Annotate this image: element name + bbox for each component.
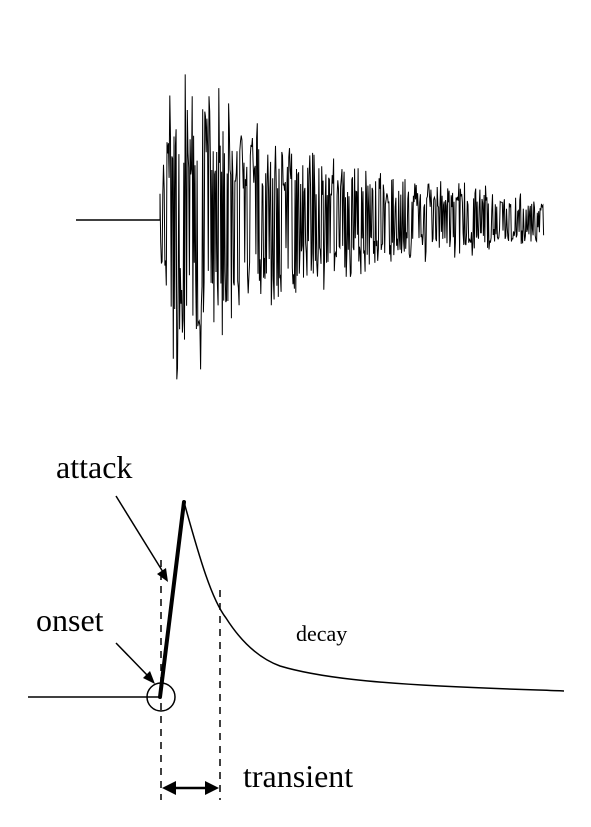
attack-pointer-arrow bbox=[115, 495, 168, 582]
attack-label: attack bbox=[56, 449, 132, 485]
transient-label: transient bbox=[243, 758, 353, 794]
waveform-signal bbox=[159, 74, 545, 380]
audio-waveform bbox=[76, 74, 545, 380]
envelope-schematic: attack onset decay transient bbox=[28, 449, 565, 800]
decay-curve bbox=[183, 501, 565, 692]
decay-label: decay bbox=[296, 621, 347, 646]
attack-segment bbox=[158, 500, 186, 699]
onset-label: onset bbox=[36, 602, 104, 638]
transient-double-arrow bbox=[162, 781, 219, 795]
onset-pointer-arrow bbox=[115, 642, 155, 684]
